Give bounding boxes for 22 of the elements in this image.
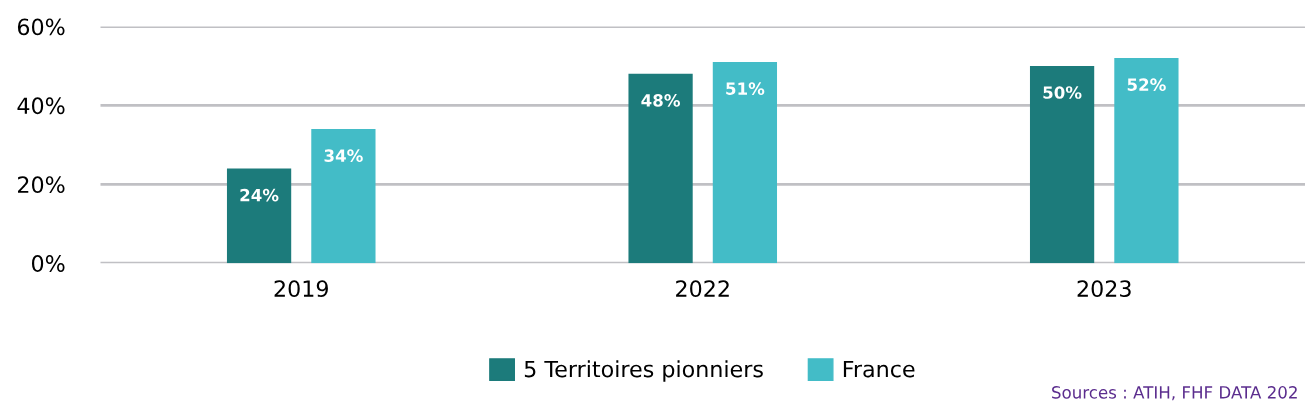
y-tick-label: 0% — [31, 255, 65, 272]
data-label: 48% — [641, 94, 680, 107]
source-note: Sources : ATIH, FHF DATA 202 — [1052, 386, 1297, 401]
bar — [628, 73, 693, 264]
y-tick-label: 20% — [18, 176, 65, 194]
x-tick-label: 2023 — [1077, 280, 1131, 298]
y-tick-label: 40% — [17, 97, 65, 115]
bar — [1114, 58, 1179, 264]
bar — [311, 129, 376, 264]
data-label: 34% — [324, 149, 363, 162]
data-label: 24% — [240, 188, 279, 202]
bar — [712, 62, 778, 264]
x-tick-label: 2022 — [676, 280, 729, 298]
data-label: 51% — [726, 82, 765, 95]
data-label: 50% — [1043, 86, 1082, 99]
bar — [1029, 65, 1095, 264]
legend-label: France — [843, 360, 915, 378]
legend-label: 5 Territoires pionniers — [524, 360, 763, 382]
bar — [226, 168, 292, 264]
x-tick-label: 2019 — [274, 280, 328, 298]
y-tick-label: 60% — [17, 18, 65, 36]
data-label: 52% — [1127, 78, 1166, 91]
